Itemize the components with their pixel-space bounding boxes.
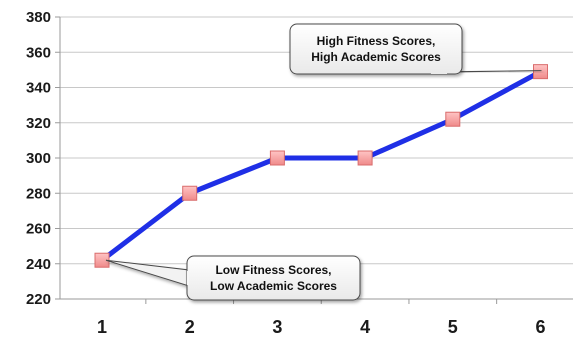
x-tick-label: 4 [360,317,370,337]
callout-text: High Academic Scores [311,50,441,64]
series-scores [99,69,543,263]
data-point-marker [269,150,285,166]
callout-text: Low Academic Scores [210,279,337,293]
y-tick-label: 240 [26,256,51,273]
y-tick-label: 300 [26,150,51,167]
y-tick-label: 360 [26,44,51,61]
x-tick-labels: 1 2 3 4 5 6 [97,317,546,337]
y-tick-label: 220 [26,291,51,308]
x-tick-label: 6 [535,317,545,337]
callout-text: High Fitness Scores, [317,34,436,48]
y-tick-label: 260 [26,221,51,238]
data-point-marker [357,150,373,166]
x-tick-label: 3 [272,317,282,337]
data-markers [94,64,548,268]
y-tick-label: 340 [26,80,51,97]
data-point-marker [445,111,461,127]
data-point-marker [533,64,548,80]
y-tick-label: 280 [26,185,51,202]
annotations: High Fitness Scores, High Academic Scores… [105,23,542,301]
data-point-marker [182,185,198,201]
callout-low-scores: Low Fitness Scores, Low Academic Scores [105,255,361,301]
x-tick-label: 1 [97,317,107,337]
series-line [99,69,543,263]
callout-box [289,23,463,75]
y-tick-label: 320 [26,115,51,132]
callout-high-scores: High Fitness Scores, High Academic Scores [289,23,542,75]
y-tick-labels: 220 240 260 280 300 320 340 360 380 [26,9,51,308]
y-tick-label: 380 [26,9,51,26]
callout-text: Low Fitness Scores, [215,263,331,277]
x-tick-label: 2 [185,317,195,337]
x-tick-label: 5 [448,317,458,337]
